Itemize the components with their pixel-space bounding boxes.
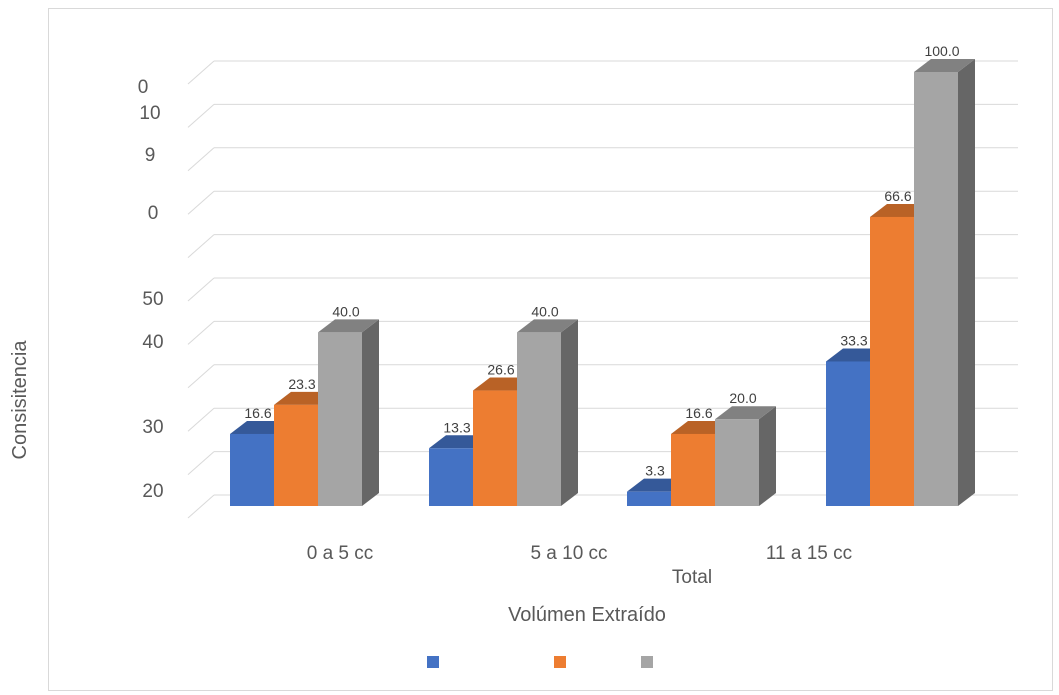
bar-front	[429, 448, 473, 506]
bar-front	[715, 419, 759, 506]
y-tick-label: 40	[142, 332, 163, 353]
legend-swatch-2	[641, 656, 653, 668]
gridline-diagonal	[187, 147, 215, 172]
bar-side	[759, 406, 776, 506]
bar-front	[671, 433, 715, 506]
bar-side	[958, 59, 975, 506]
bar-top	[318, 319, 379, 333]
y-tick-label: 50	[142, 289, 163, 310]
bar-front	[230, 433, 274, 506]
gridline-diagonal	[187, 104, 215, 128]
gridline-diagonal	[187, 364, 215, 389]
gridline-diagonal	[187, 190, 215, 215]
data-label: 16.6	[244, 405, 271, 421]
data-label: 13.3	[443, 419, 470, 435]
y-tick-label: 9	[145, 145, 156, 166]
data-label: 66.6	[884, 188, 911, 204]
category-label-2: 11 a 15 cc	[766, 543, 852, 564]
legend	[427, 656, 653, 668]
bar-front	[826, 361, 870, 506]
bar-front	[473, 390, 517, 506]
gridline-diagonal	[187, 321, 215, 345]
gridline-diagonal	[187, 234, 215, 258]
bar-top	[914, 59, 975, 72]
gridline-diagonal	[187, 407, 215, 432]
bar-s2-c3	[914, 59, 975, 506]
data-label: 26.6	[487, 362, 514, 378]
y-tick-label: 20	[142, 481, 163, 502]
data-label: 20.0	[729, 390, 756, 406]
category-label-total: Total	[672, 567, 712, 588]
gridline-diagonal	[187, 277, 215, 302]
data-label: 3.3	[645, 463, 665, 479]
y-axis-title: Consisitencia	[9, 340, 31, 460]
data-labels: 16.6 13.3 3.3 33.3 23.3 26.6 16.6 66.6 40.0 40.0 2…	[244, 43, 959, 479]
gridline-diagonal	[187, 60, 215, 85]
x-axis-title: Volúmen Extraído	[508, 604, 666, 626]
y-tick-label: 0	[138, 77, 149, 98]
bar-front	[517, 332, 561, 506]
data-label: 40.0	[531, 303, 558, 319]
legend-swatch-0	[427, 656, 439, 668]
data-label: 33.3	[840, 332, 867, 348]
gridline-diagonal	[187, 451, 215, 475]
bar-front	[318, 332, 362, 506]
bars	[230, 59, 975, 506]
data-label: 23.3	[288, 376, 315, 392]
data-label: 100.0	[924, 43, 959, 59]
bar-front	[914, 72, 958, 506]
bar-side	[362, 319, 379, 506]
legend-swatch-1	[554, 656, 566, 668]
bar-top	[517, 319, 578, 333]
bar-front	[870, 216, 914, 506]
data-label: 16.6	[685, 405, 712, 421]
bar-s2-c0	[318, 319, 379, 506]
bar-top	[715, 406, 776, 420]
bar-front	[274, 404, 318, 506]
bar-side	[561, 319, 578, 506]
y-tick-label: 0	[148, 203, 159, 224]
data-label: 40.0	[332, 303, 359, 319]
y-tick-labels: 20 30 40 50 0 9 10 0	[138, 77, 164, 502]
bar-front	[627, 491, 671, 506]
y-tick-label: 30	[142, 417, 163, 438]
bar-s2-c1	[517, 319, 578, 506]
y-tick-label: 10	[139, 103, 160, 124]
category-label-0: 0 a 5 cc	[307, 543, 374, 564]
gridline-diagonal	[187, 494, 215, 519]
bar-s2-c2	[715, 406, 776, 506]
category-label-1: 5 a 10 cc	[530, 543, 607, 564]
